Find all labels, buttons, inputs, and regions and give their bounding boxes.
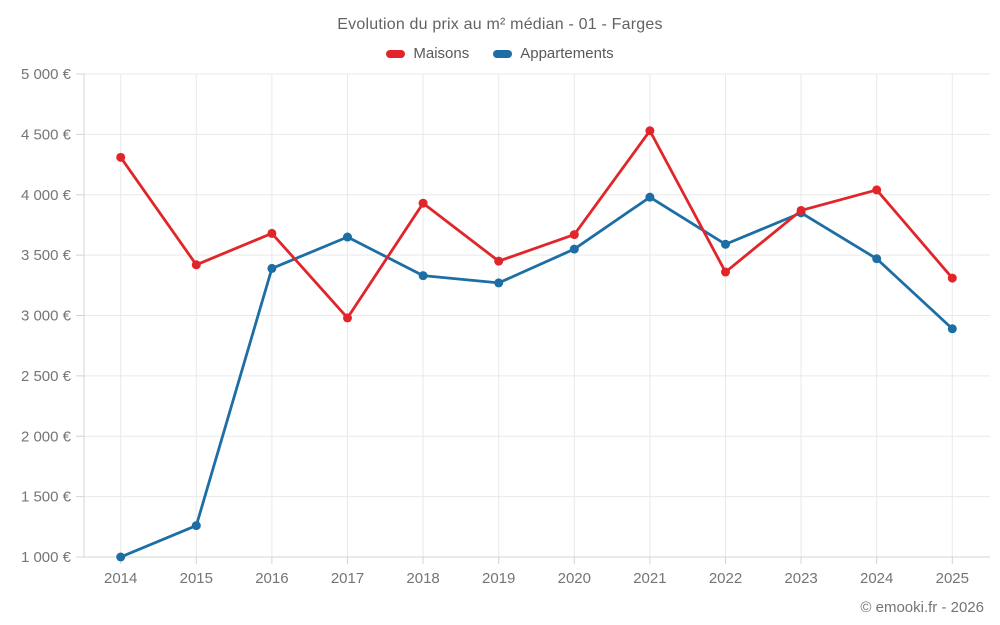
legend-label-maisons: Maisons — [413, 45, 470, 62]
x-tick-label: 2024 — [860, 570, 893, 587]
data-point-appartements-2015 — [191, 521, 201, 531]
data-point-maisons-2024 — [872, 185, 882, 195]
x-tick-label: 2021 — [633, 570, 666, 587]
x-tick-label: 2025 — [936, 570, 969, 587]
chart-title: Evolution du prix au m² médian - 01 - Fa… — [337, 16, 663, 33]
x-tick-label: 2022 — [709, 570, 742, 587]
data-point-appartements-2024 — [872, 254, 882, 264]
y-tick-label: 1 000 € — [21, 549, 72, 566]
y-tick-label: 5 000 € — [21, 66, 72, 83]
data-point-appartements-2019 — [494, 278, 504, 288]
y-tick-label: 4 000 € — [21, 187, 72, 204]
data-point-maisons-2025 — [947, 273, 957, 283]
x-tick-label: 2014 — [104, 570, 137, 587]
data-point-appartements-2017 — [343, 232, 352, 242]
x-tick-label: 2020 — [558, 570, 591, 587]
y-tick-label: 3 500 € — [21, 247, 72, 264]
data-point-maisons-2016 — [267, 228, 277, 238]
footer-credit: © emooki.fr - 2026 — [860, 599, 984, 616]
y-tick-label: 1 500 € — [21, 489, 72, 506]
data-point-maisons-2014 — [116, 152, 126, 162]
y-tick-label: 3 000 € — [21, 308, 72, 325]
x-tick-label: 2017 — [331, 570, 364, 587]
data-point-maisons-2019 — [494, 256, 504, 266]
legend-item-appartements[interactable]: Appartements — [493, 45, 614, 62]
series-line-appartements — [119, 195, 954, 559]
data-point-appartements-2014 — [116, 552, 126, 562]
data-point-appartements-2016 — [267, 263, 277, 273]
data-point-maisons-2018 — [418, 198, 428, 208]
legend-label-appartements: Appartements — [520, 45, 614, 62]
data-point-appartements-2025 — [947, 324, 957, 334]
data-point-appartements-2018 — [418, 271, 428, 281]
series-line-maisons — [119, 129, 954, 320]
data-point-appartements-2022 — [721, 239, 730, 249]
data-point-maisons-2021 — [645, 126, 655, 136]
data-point-maisons-2020 — [569, 230, 579, 240]
appartements-swatch-icon — [493, 49, 513, 58]
maisons-swatch-icon — [386, 49, 406, 58]
data-point-maisons-2017 — [343, 313, 352, 323]
x-tick-label: 2015 — [180, 570, 213, 587]
data-point-maisons-2015 — [191, 260, 201, 270]
data-point-appartements-2021 — [645, 192, 655, 202]
y-tick-label: 4 500 € — [21, 126, 72, 143]
data-point-appartements-2020 — [569, 244, 579, 254]
y-tick-label: 2 500 € — [21, 368, 72, 385]
chart-legend: Maisons Appartements — [0, 45, 1000, 62]
data-point-maisons-2023 — [796, 205, 806, 215]
x-tick-label: 2016 — [255, 570, 288, 587]
legend-item-maisons[interactable]: Maisons — [386, 45, 469, 62]
y-tick-label: 2 000 € — [21, 428, 72, 445]
x-tick-label: 2018 — [406, 570, 439, 587]
x-tick-label: 2019 — [482, 570, 515, 587]
x-tick-label: 2023 — [784, 570, 817, 587]
data-point-maisons-2022 — [721, 267, 730, 277]
